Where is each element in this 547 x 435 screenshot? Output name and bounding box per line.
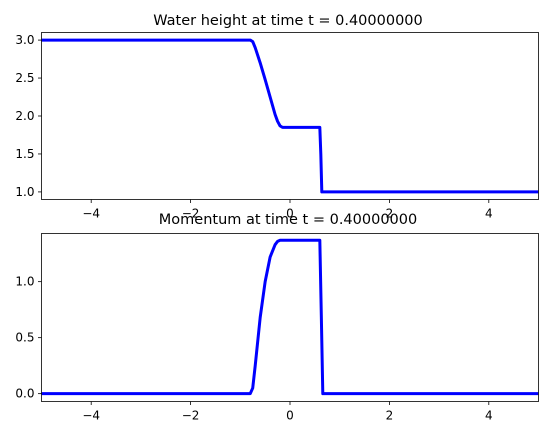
water-height-xtick-label: −4 (82, 207, 100, 221)
momentum-plot-area (41, 233, 539, 402)
momentum-series-layer (41, 238, 539, 396)
water-height-frame (41, 32, 539, 200)
momentum-title: Momentum at time t = 0.40000000 (159, 212, 417, 228)
momentum-xtick-label: −4 (82, 409, 100, 423)
momentum-ytick-label: 1.0 (15, 275, 34, 289)
water-height-ytick-label: 2.5 (15, 71, 34, 85)
momentum-xtick-label: −2 (182, 409, 200, 423)
water-height-plot-area (41, 32, 539, 200)
momentum-xtick-label: 2 (386, 409, 394, 423)
water-height-xtick-label: −2 (182, 207, 200, 221)
momentum-xticks: −4 −2 0 2 4 (82, 401, 493, 423)
momentum-ytick-label: 0.0 (15, 387, 34, 401)
momentum-xtick-label: 4 (485, 409, 493, 423)
momentum-frame (41, 233, 539, 402)
water-height-yticks: 1.0 1.5 2.0 2.5 3.0 (15, 33, 42, 199)
water-height-series-line-0 (41, 38, 539, 194)
water-height-xtick-label: 0 (286, 207, 294, 221)
water-height-plot: Water height at time t = 0.40000000 −4 −2… (15, 13, 539, 221)
momentum-series-line-0 (41, 238, 539, 396)
water-height-xticks: −4 −2 0 2 4 (82, 199, 493, 221)
momentum-ytick-label: 0.5 (15, 331, 34, 345)
water-height-xtick-label: 2 (386, 207, 394, 221)
water-height-xtick-label: 4 (485, 207, 493, 221)
momentum-yticks: 0.0 0.5 1.0 (15, 275, 42, 401)
momentum-xtick-label: 0 (286, 409, 294, 423)
water-height-title: Water height at time t = 0.40000000 (153, 13, 423, 29)
water-height-ytick-label: 2.0 (15, 109, 34, 123)
momentum-plot: Momentum at time t = 0.40000000 −4 −2 0 2 4 … (15, 212, 539, 423)
water-height-ytick-label: 1.5 (15, 147, 34, 161)
water-height-ytick-label: 1.0 (15, 185, 34, 199)
water-height-ytick-label: 3.0 (15, 33, 34, 47)
water-height-series-layer (41, 38, 539, 194)
